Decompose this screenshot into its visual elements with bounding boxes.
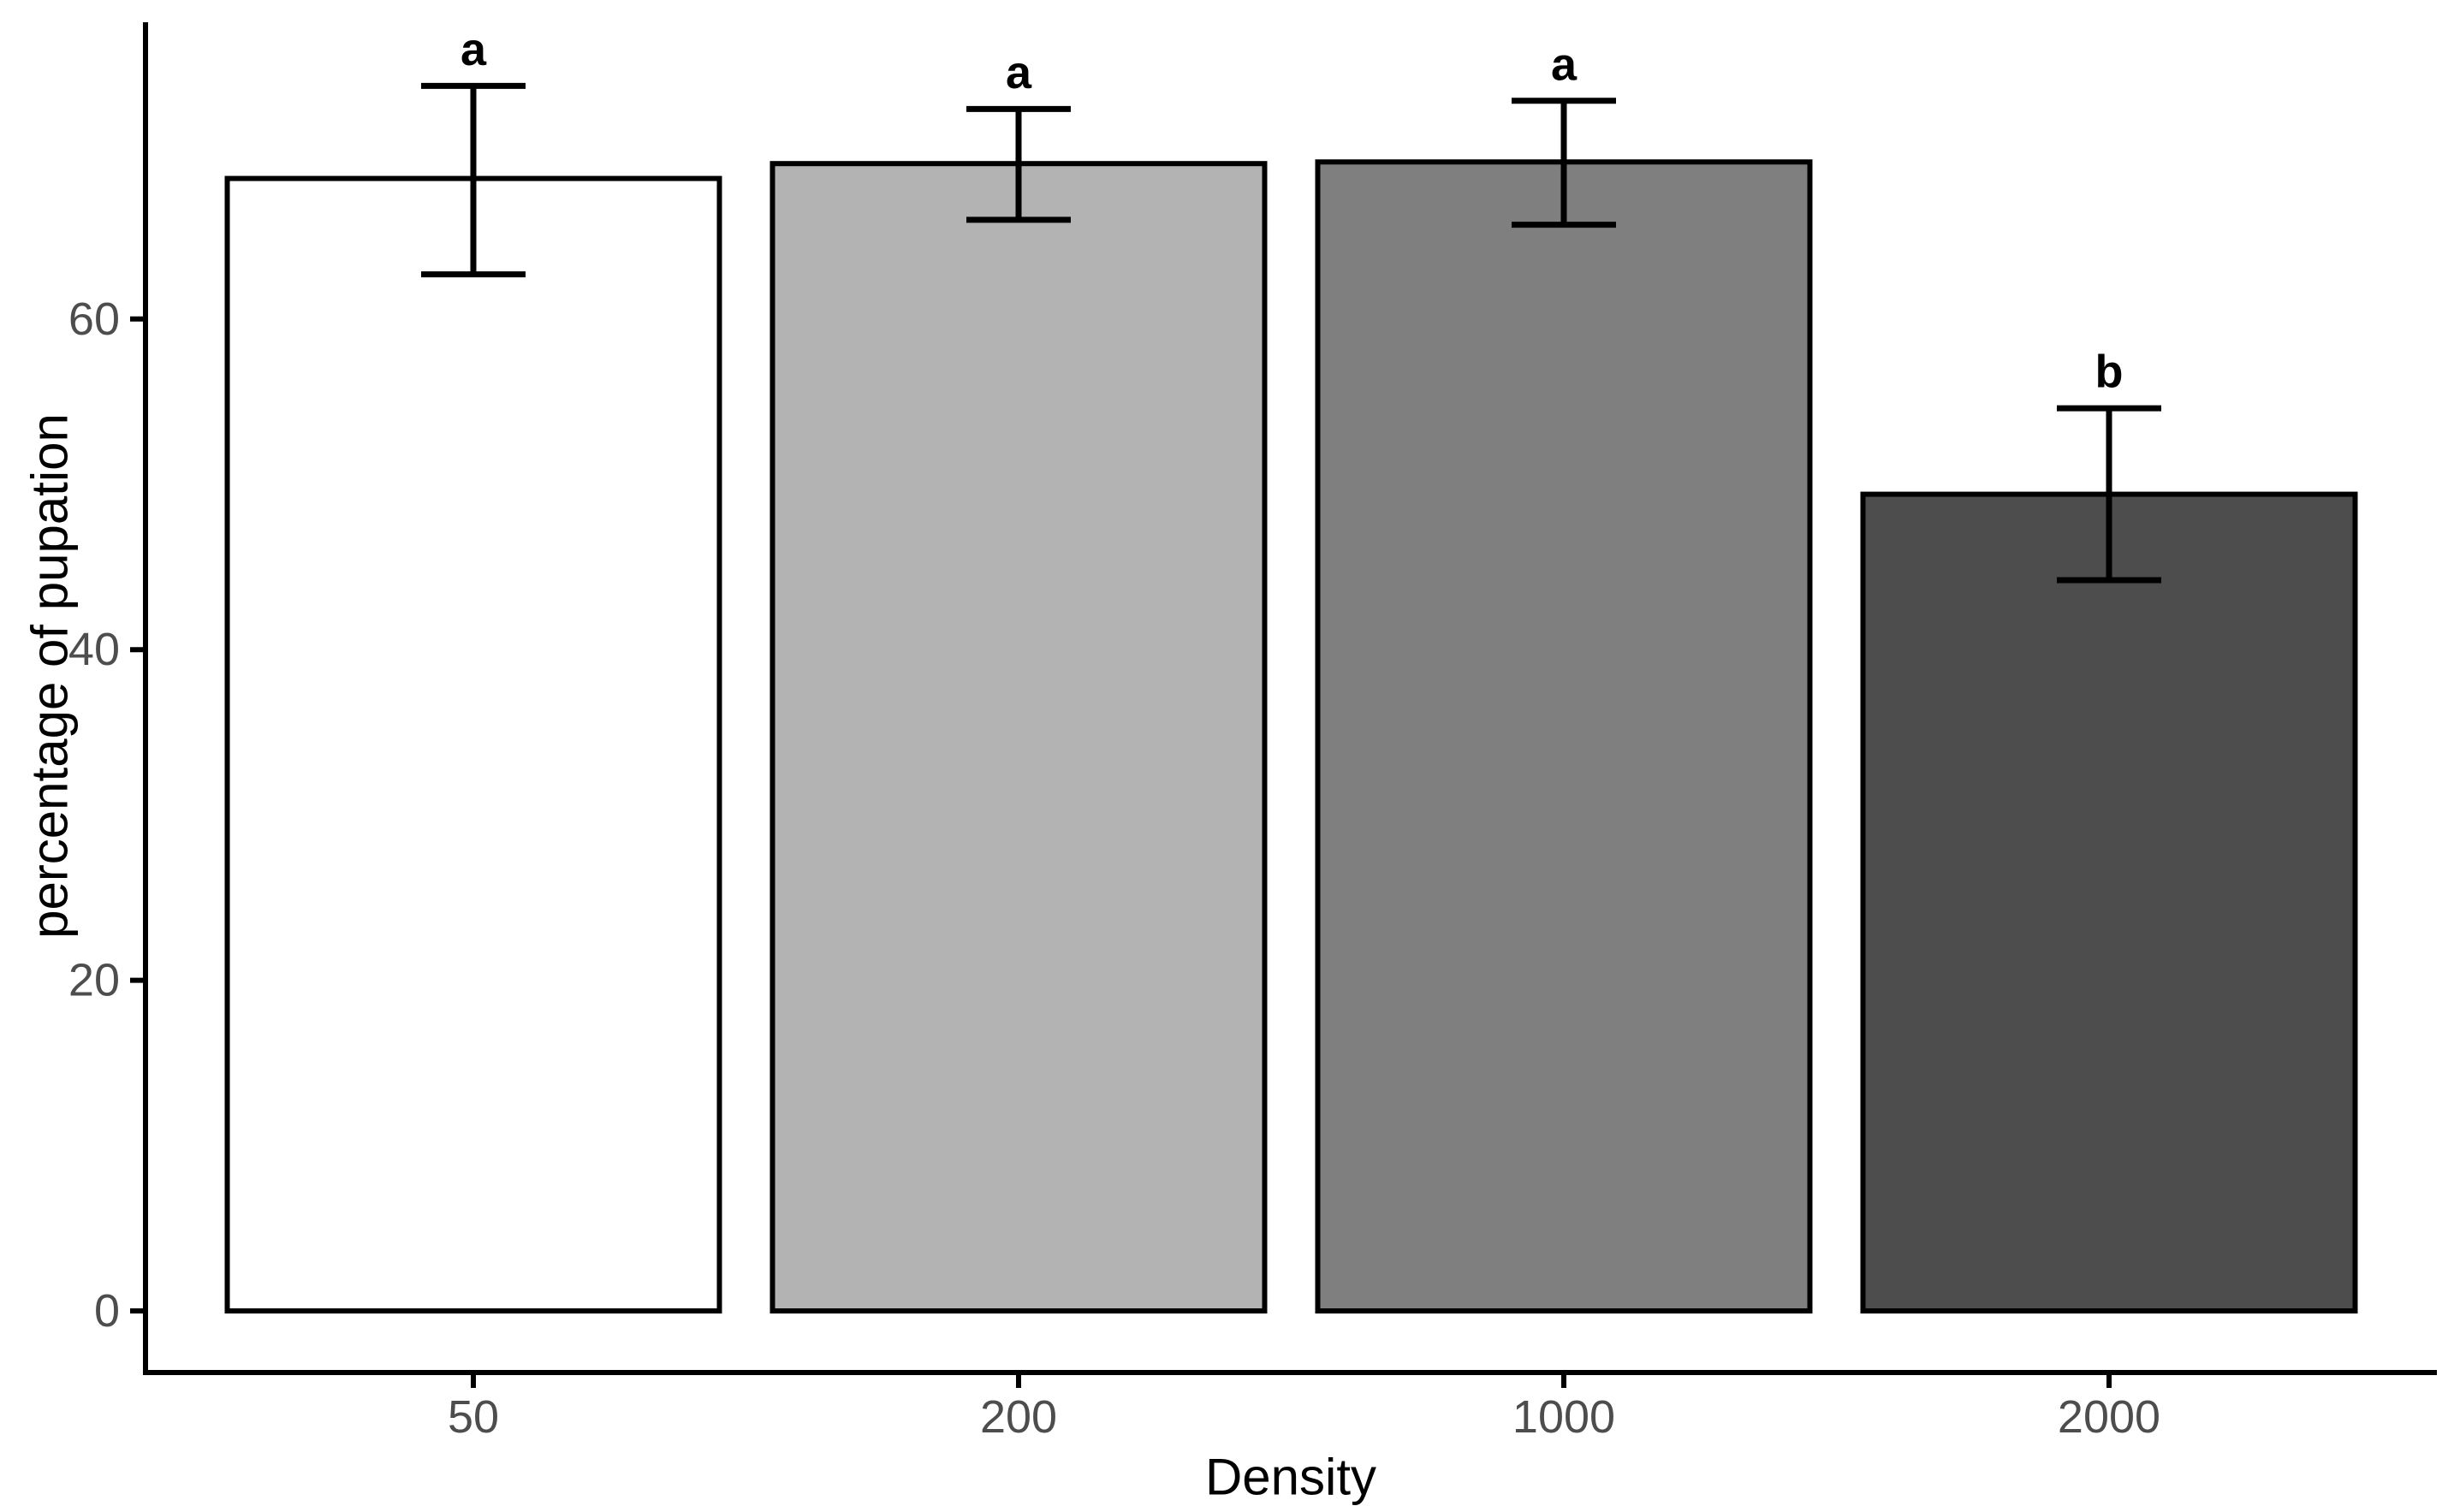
y-tick-label-0: 0 <box>94 1285 120 1337</box>
y-tick-label-40: 40 <box>68 624 120 675</box>
significance-letter-2000: b <box>2095 347 2124 398</box>
bar-200 <box>769 161 1268 1313</box>
errorbars-layer <box>421 82 2161 584</box>
axes-layer <box>130 22 2437 1388</box>
x-axis-title: Density <box>1205 1449 1376 1506</box>
error-bar-2000 <box>2057 405 2161 584</box>
error-bar-50 <box>421 82 526 278</box>
y-axis-title: percentage of pupation <box>21 413 79 939</box>
bar-1000 <box>1315 159 1813 1313</box>
error-bar-200 <box>966 105 1071 223</box>
bars-layer <box>224 159 2358 1314</box>
x-tick-label-200: 200 <box>980 1391 1057 1443</box>
error-bar-1000 <box>1512 98 1616 228</box>
significance-letter-200: a <box>1006 47 1032 98</box>
tick-labels-layer: 0 20 40 60 50 200 1000 2000 <box>68 294 2160 1443</box>
x-tick-label-2000: 2000 <box>2058 1391 2160 1443</box>
y-tick-label-20: 20 <box>68 955 120 1006</box>
x-tick-label-50: 50 <box>448 1391 499 1443</box>
bar-2000 <box>1860 491 2358 1313</box>
significance-letter-1000: a <box>1551 39 1578 90</box>
y-tick-label-60: 60 <box>68 294 120 345</box>
significance-letters-layer: a a a b <box>460 24 2124 398</box>
bar-50 <box>224 175 722 1314</box>
significance-letter-50: a <box>460 24 487 75</box>
x-tick-label-1000: 1000 <box>1512 1391 1615 1443</box>
